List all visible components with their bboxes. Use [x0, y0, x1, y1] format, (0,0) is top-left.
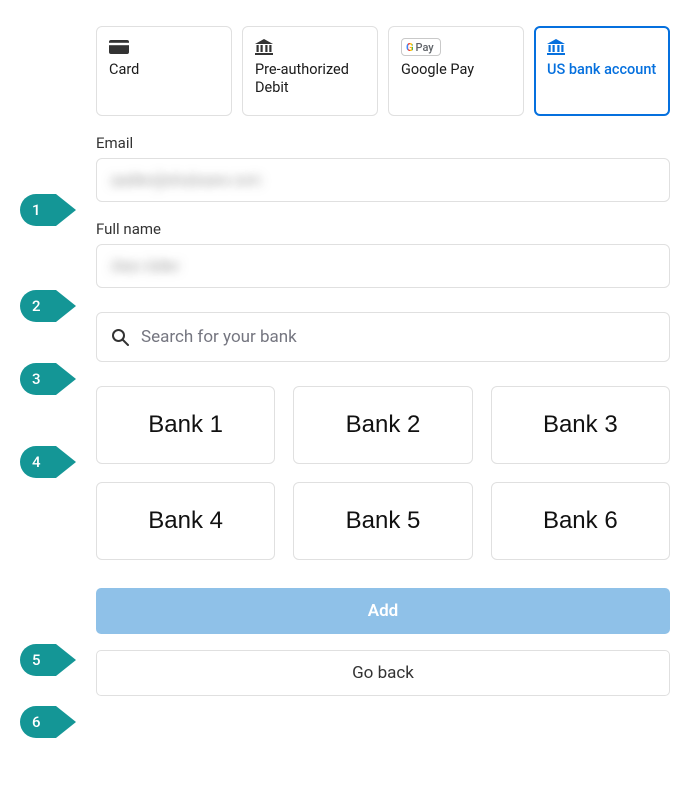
callout-marker-4: 4 [20, 446, 76, 478]
bank-tile[interactable]: Bank 1 [96, 386, 275, 464]
email-value: aadler@shubsare.com [111, 171, 261, 189]
callout-marker-1: 1 [20, 194, 76, 226]
payment-method-label: Google Pay [401, 61, 511, 79]
bank-tile[interactable]: Bank 2 [293, 386, 472, 464]
callout-marker-5: 5 [20, 644, 76, 676]
payment-form: Card Pre-authorized Debit GPay Google Pa… [96, 26, 670, 696]
payment-method-gpay[interactable]: GPay Google Pay [388, 26, 524, 116]
card-icon [109, 37, 219, 57]
bank-tile[interactable]: Bank 3 [491, 386, 670, 464]
go-back-button[interactable]: Go back [96, 650, 670, 696]
bank-tile[interactable]: Bank 5 [293, 482, 472, 560]
email-field[interactable]: aadler@shubsare.com [96, 158, 670, 202]
gpay-icon: GPay [401, 37, 511, 57]
full-name-label: Full name [96, 220, 670, 238]
add-button[interactable]: Add [96, 588, 670, 634]
payment-method-pad[interactable]: Pre-authorized Debit [242, 26, 378, 116]
bank-tile[interactable]: Bank 6 [491, 482, 670, 560]
payment-method-card[interactable]: Card [96, 26, 232, 116]
bank-icon [255, 37, 365, 57]
search-icon [111, 328, 129, 346]
full-name-value: Alan Adler [111, 257, 180, 275]
callout-marker-3: 3 [20, 363, 76, 395]
payment-method-label: Card [109, 61, 219, 79]
bank-grid: Bank 1 Bank 2 Bank 3 Bank 4 Bank 5 Bank … [96, 386, 670, 560]
callout-marker-6: 6 [20, 706, 76, 738]
bank-icon [547, 37, 657, 57]
bank-search-input[interactable]: Search for your bank [96, 312, 670, 362]
bank-tile[interactable]: Bank 4 [96, 482, 275, 560]
payment-method-usbank[interactable]: US bank account [534, 26, 670, 116]
payment-method-label: US bank account [547, 61, 657, 79]
callout-marker-2: 2 [20, 290, 76, 322]
full-name-field[interactable]: Alan Adler [96, 244, 670, 288]
email-label: Email [96, 134, 670, 152]
payment-method-tabs: Card Pre-authorized Debit GPay Google Pa… [96, 26, 670, 116]
payment-method-label: Pre-authorized Debit [255, 61, 365, 97]
search-placeholder: Search for your bank [141, 327, 297, 347]
